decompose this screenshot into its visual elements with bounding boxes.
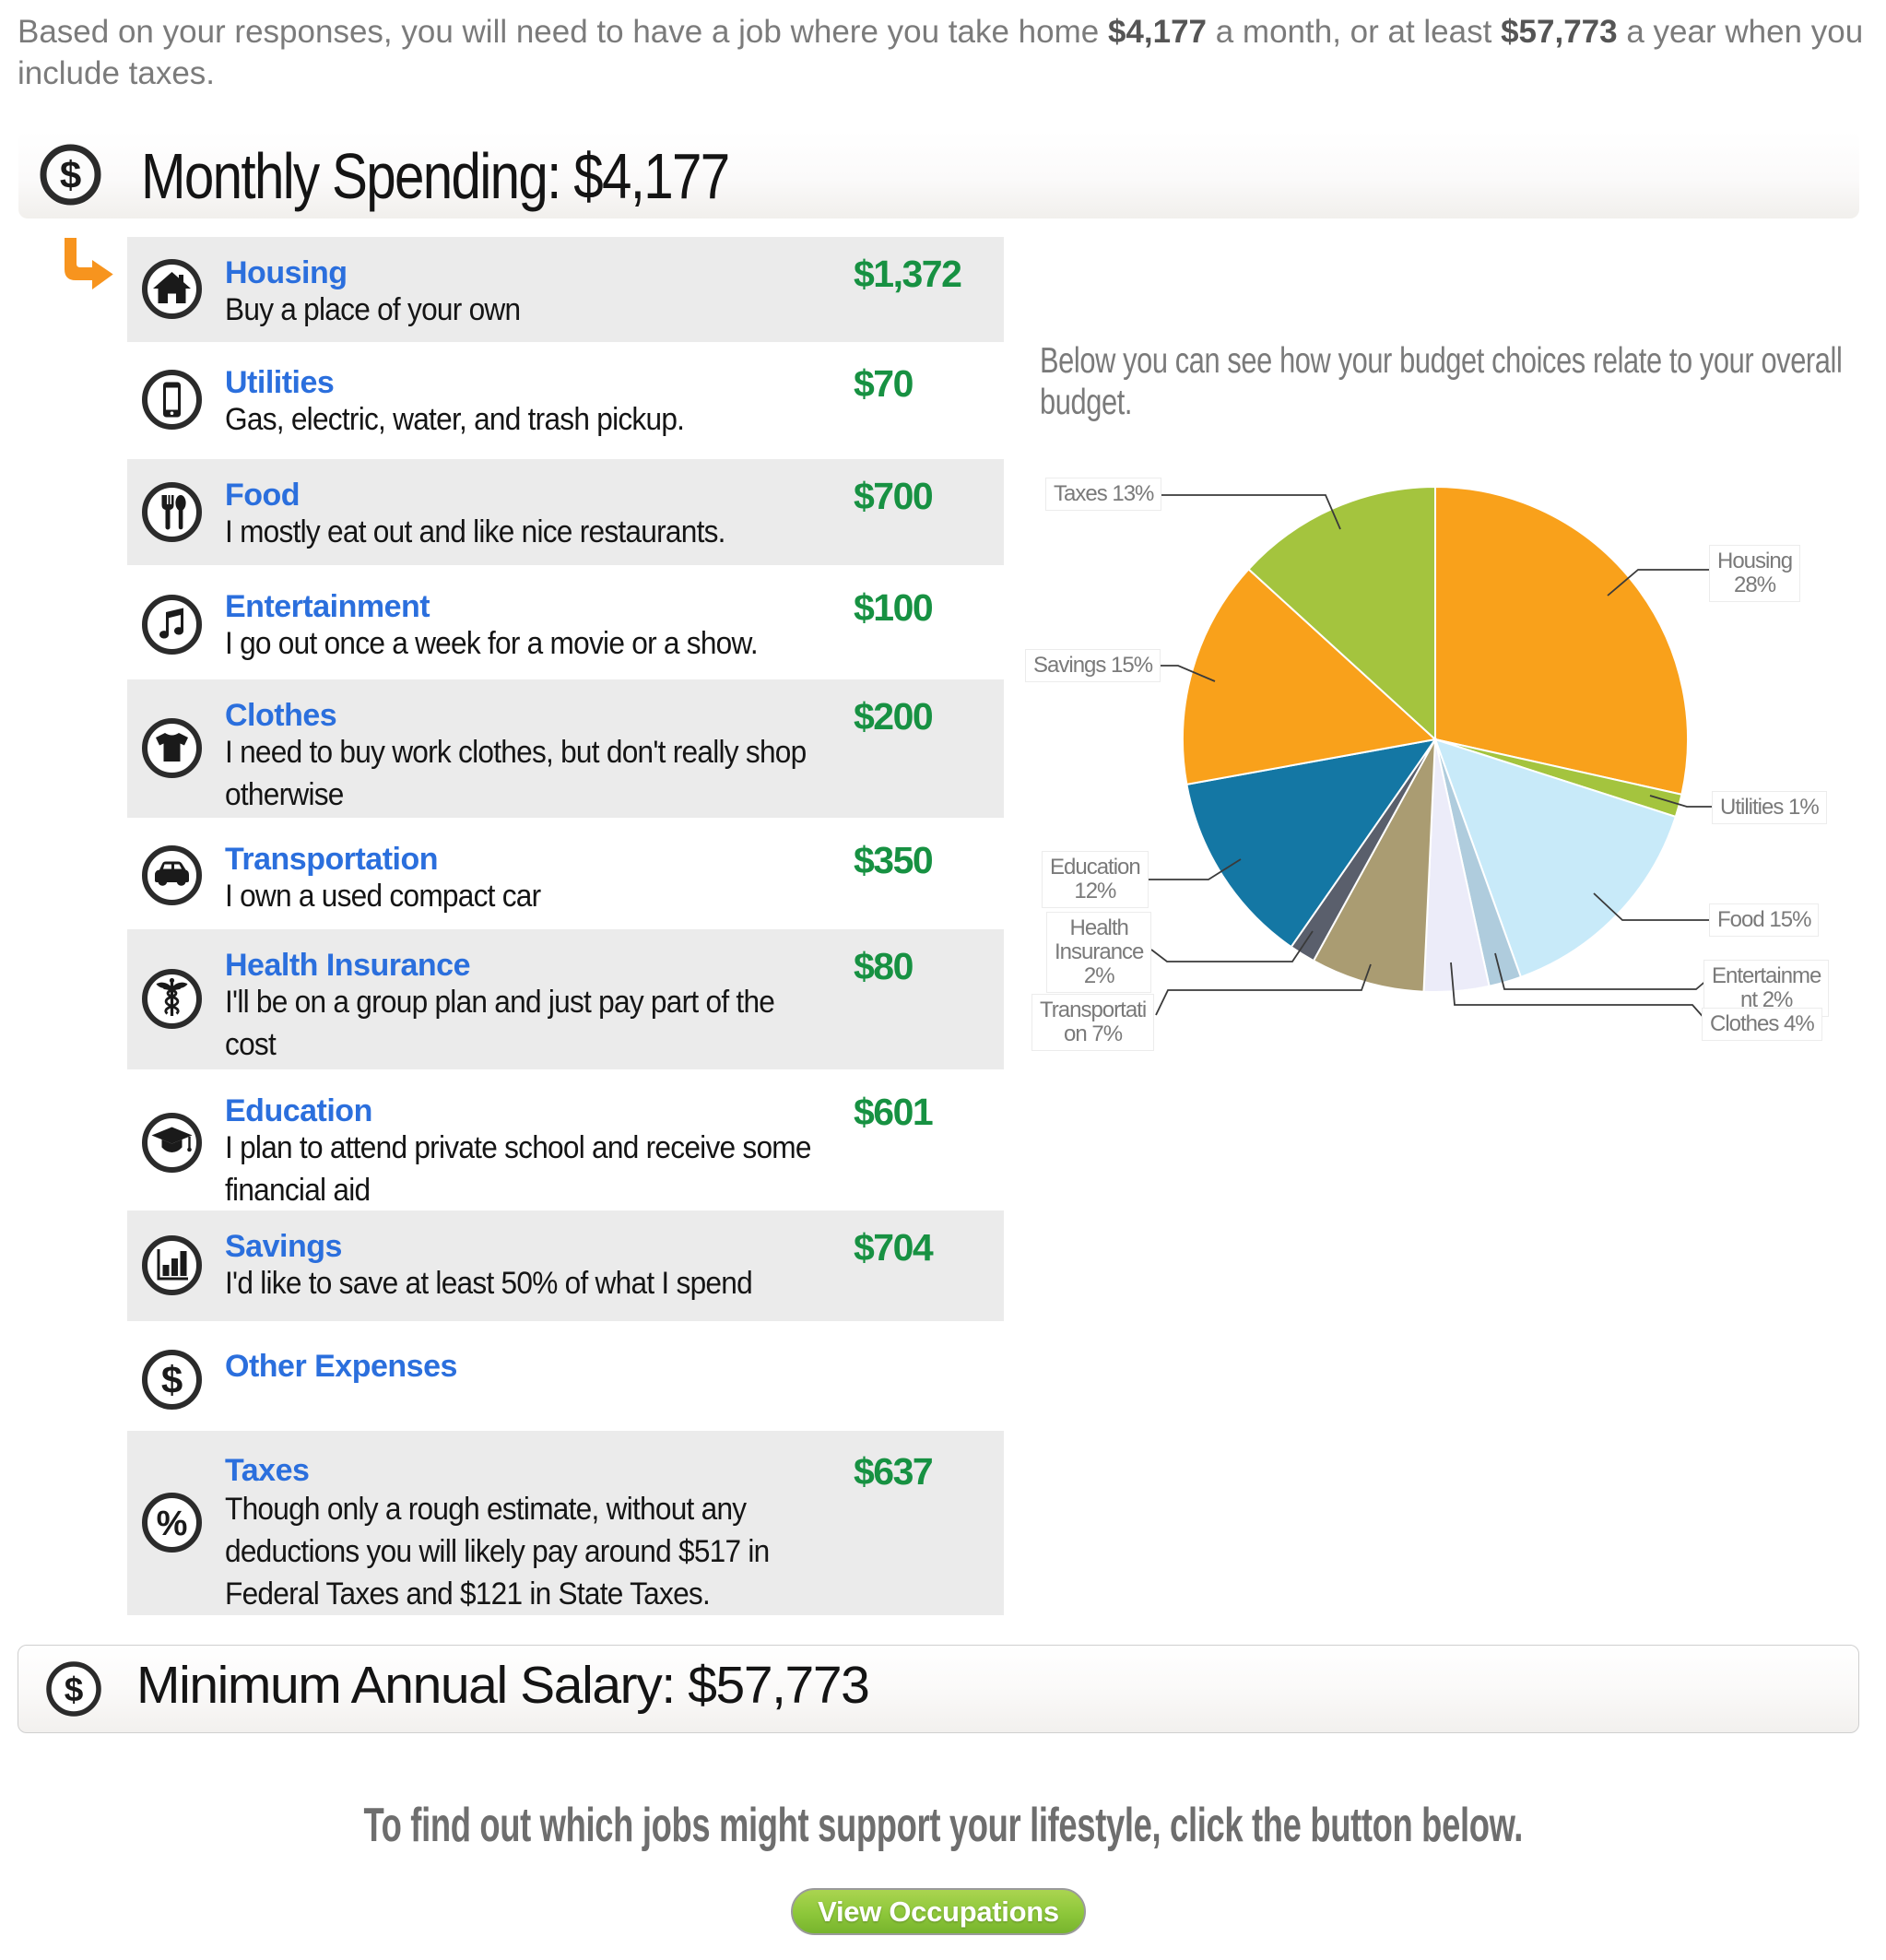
svg-text:$: $ (60, 153, 81, 196)
svg-text:$: $ (161, 1358, 183, 1401)
svg-text:$: $ (65, 1671, 84, 1708)
svg-text:%: % (157, 1505, 188, 1543)
